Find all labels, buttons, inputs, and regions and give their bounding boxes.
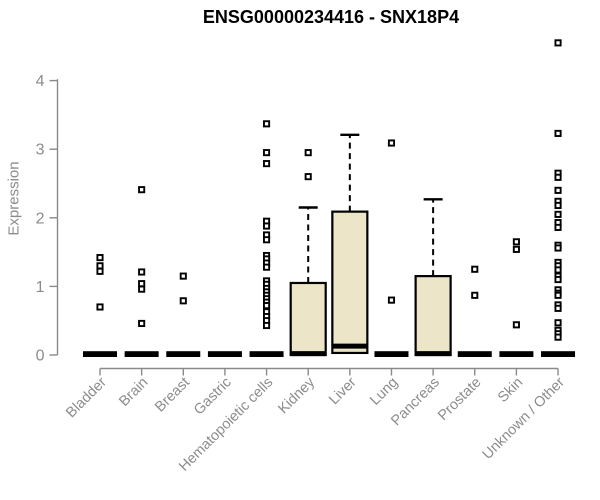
flat-median-bar [166, 351, 201, 357]
iqr-box [414, 275, 452, 357]
box-lung [374, 139, 409, 357]
box-hematopoietic-cells [249, 120, 284, 357]
flat-median-bar [124, 351, 159, 357]
outlier-point [512, 238, 520, 246]
outlier-point [138, 186, 146, 194]
outlier-point [554, 275, 562, 284]
box-breast [166, 272, 201, 357]
outlier-point [179, 297, 187, 305]
box-brain [124, 186, 159, 357]
y-tick-label: 2 [36, 210, 45, 227]
outlier-point [554, 333, 562, 341]
box-skin [499, 238, 534, 357]
outlier-point [554, 319, 562, 327]
box-unknown-other [541, 39, 576, 357]
outlier-point [512, 321, 520, 329]
flat-median-bar [374, 351, 409, 357]
outlier-point [96, 254, 104, 262]
outlier-point [263, 222, 271, 230]
x-tick-label-kidney: Kidney [275, 374, 318, 417]
flat-median-bar [83, 351, 117, 357]
flat-median-bar [541, 351, 576, 357]
outlier-point [138, 280, 146, 288]
outlier-point [304, 149, 312, 157]
outlier-point [263, 302, 271, 310]
y-tick-label: 0 [36, 348, 45, 365]
y-tick-label: 4 [36, 73, 45, 90]
box-pancreas [414, 198, 452, 357]
outlier-point [554, 244, 562, 252]
outlier-point [263, 321, 271, 330]
flat-median-bar [499, 351, 534, 357]
flat-median-bar [457, 351, 492, 357]
x-tick-label-lung: Lung [367, 375, 401, 409]
x-tick-label-breast: Breast [152, 375, 193, 416]
iqr-box [331, 210, 369, 355]
outlier-point [554, 223, 562, 231]
outlier-point [554, 291, 562, 299]
flat-median-bar [207, 351, 242, 357]
outlier-point [387, 296, 396, 304]
iqr-box [289, 281, 327, 357]
chart-title: ENSG00000234416 - SNX18P4 [202, 7, 460, 27]
outlier-point [471, 291, 479, 299]
x-tick-label-liver: Liver [326, 374, 360, 408]
x-tick-label-bladder: Bladder [63, 374, 110, 421]
outlier-point [554, 129, 562, 137]
box-prostate [457, 265, 492, 357]
outlier-point [554, 304, 562, 312]
outlier-point [263, 263, 271, 271]
outlier-point [96, 267, 104, 275]
y-tick-label: 1 [36, 279, 45, 296]
box-liver [331, 133, 369, 355]
box-gastric [207, 351, 242, 357]
outlier-point [263, 160, 271, 168]
outlier-point [96, 262, 104, 270]
outlier-point [512, 245, 520, 253]
outlier-point [263, 120, 271, 128]
outlier-point [179, 272, 187, 280]
flat-median-bar [249, 351, 284, 357]
outlier-point [138, 268, 146, 276]
outlier-point [554, 201, 562, 210]
outlier-point [263, 236, 271, 244]
outlier-point [96, 303, 104, 311]
box-bladder [83, 254, 117, 357]
y-axis: 0 1 2 3 4 [36, 73, 59, 365]
box-kidney [289, 149, 327, 357]
outlier-point [554, 210, 562, 218]
outlier-point [387, 139, 396, 147]
outlier-point [304, 173, 312, 181]
outlier-point [138, 285, 146, 293]
outlier-point [554, 186, 562, 194]
x-tick-label-skin: Skin [495, 375, 526, 406]
outlier-point [471, 265, 479, 273]
outlier-point [554, 39, 562, 47]
x-tick-label-brain: Brain [116, 375, 151, 410]
outlier-point [138, 319, 146, 327]
outlier-point [554, 173, 562, 181]
x-tick-label-prostate: Prostate [435, 375, 484, 424]
y-tick-label: 3 [36, 142, 45, 159]
outlier-point [554, 266, 562, 274]
outlier-point [263, 149, 271, 157]
